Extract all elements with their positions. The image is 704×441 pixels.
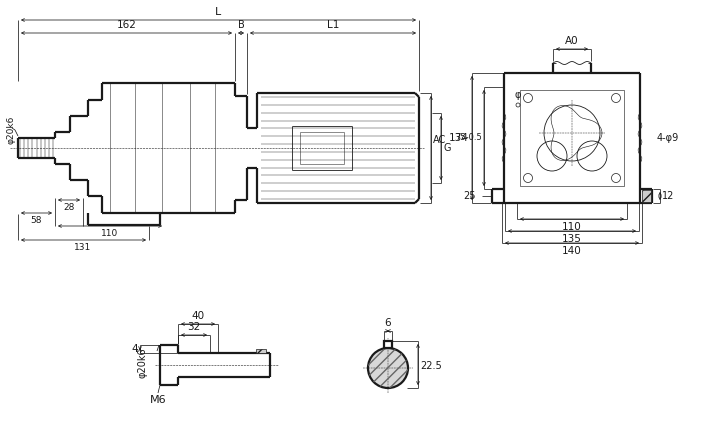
Text: AC: AC [433, 135, 446, 145]
Text: 40: 40 [191, 311, 205, 321]
Text: L: L [215, 7, 222, 17]
Polygon shape [384, 341, 392, 348]
Text: G: G [443, 143, 451, 153]
Text: 140: 140 [562, 246, 582, 256]
Text: 131: 131 [75, 243, 92, 252]
Text: φ: φ [515, 90, 521, 100]
Text: 25: 25 [464, 191, 476, 201]
Text: 134: 134 [449, 133, 469, 143]
Text: 32: 32 [187, 322, 201, 332]
Polygon shape [256, 349, 266, 353]
Circle shape [368, 348, 408, 388]
Text: A0: A0 [565, 36, 579, 46]
Text: M6: M6 [150, 395, 166, 405]
Text: 6: 6 [384, 318, 391, 328]
Text: φ20k6: φ20k6 [7, 116, 16, 144]
Text: L1: L1 [327, 20, 339, 30]
Text: 162: 162 [117, 20, 137, 30]
Text: 135: 135 [562, 234, 582, 244]
Text: 110: 110 [101, 229, 119, 238]
Text: 22.5: 22.5 [420, 361, 441, 371]
Text: 110: 110 [562, 222, 582, 232]
Text: 75-0.5: 75-0.5 [455, 134, 482, 142]
Text: 4: 4 [132, 344, 138, 354]
Text: 4-φ9: 4-φ9 [657, 133, 679, 143]
Text: B: B [238, 20, 244, 30]
Text: 12: 12 [662, 191, 674, 201]
Text: 58: 58 [31, 216, 42, 225]
Text: φ20k6: φ20k6 [138, 348, 148, 378]
Polygon shape [642, 190, 651, 202]
Text: 28: 28 [63, 203, 75, 212]
